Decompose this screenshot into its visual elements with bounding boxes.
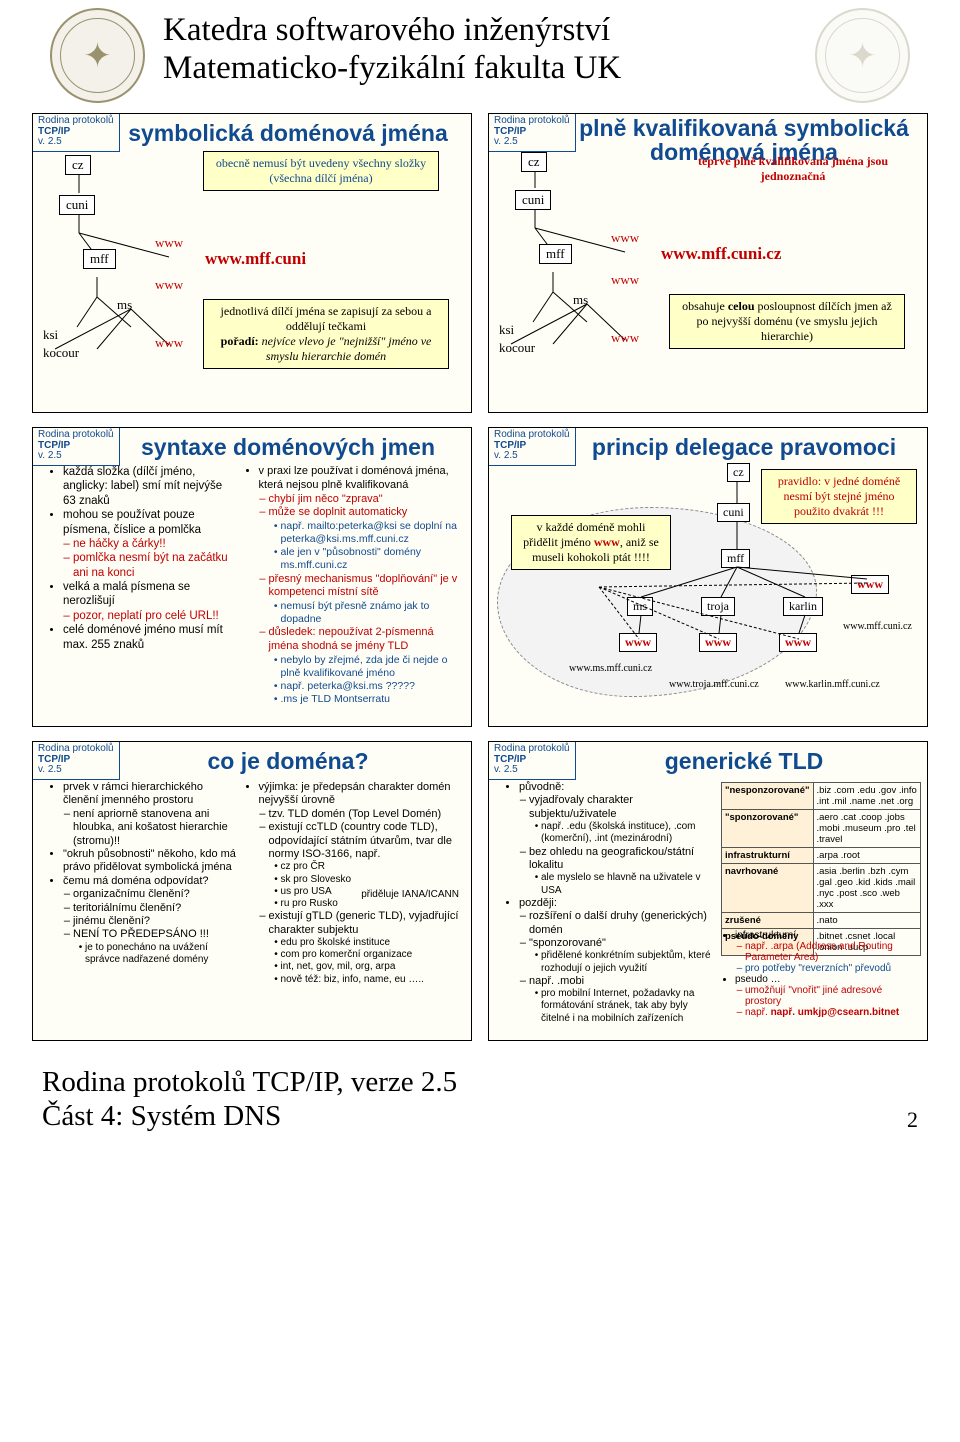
box-bot-s2: obsahuje celou posloupnost dílčích jmen … — [669, 294, 905, 349]
slide-body: prvek v rámci hierarchického členění jme… — [33, 777, 471, 988]
slide-row-2: Rodina protokolůTCP/IPv. 2.5 syntaxe dom… — [0, 423, 960, 737]
seal-left — [50, 8, 145, 103]
box-top-s2: teprve plně kvalifikovaná jména jsou jed… — [685, 150, 901, 188]
footer-title: Rodina protokolů TCP/IP, verze 2.5Část 4… — [42, 1065, 457, 1133]
department-title: Katedra softwarového inženýrství Matemat… — [145, 8, 815, 88]
slide-tag: Rodina protokolůTCP/IPv. 2.5 — [489, 428, 576, 466]
slide-body: pravidlo: v jedné doméně nesmí být stejn… — [489, 463, 927, 715]
node-cz: cz — [65, 155, 91, 175]
page-number: 2 — [907, 1107, 918, 1133]
node-www-1: www — [155, 235, 183, 251]
page-footer: Rodina protokolů TCP/IP, verze 2.5Část 4… — [0, 1051, 960, 1153]
slide-fqdn: Rodina protokolůTCP/IPv. 2.5 plně kvalif… — [488, 113, 928, 413]
slide-delegation: Rodina protokolůTCP/IPv. 2.5 princip del… — [488, 427, 928, 727]
fqdn-s1: www.mff.cuni — [205, 249, 306, 269]
node-ksi: ksi — [499, 322, 514, 338]
slide-what-is-domain: Rodina protokolůTCP/IPv. 2.5 co je domén… — [32, 741, 472, 1041]
slide-syntax: Rodina protokolůTCP/IPv. 2.5 syntaxe dom… — [32, 427, 472, 727]
deleg-lines — [489, 463, 927, 715]
node-www-3: www — [155, 335, 183, 351]
slide-body: cz cuni www mff www ms ksi www kocour ww… — [33, 149, 471, 399]
node-kocour: kocour — [43, 345, 79, 361]
slide-tag: Rodina protokolůTCP/IPv. 2.5 — [489, 742, 576, 780]
box-top-s1: obecně nemusí být uvedeny všechny složky… — [203, 151, 439, 191]
node-ksi: ksi — [43, 327, 58, 343]
slide-tag: Rodina protokolůTCP/IPv. 2.5 — [489, 114, 576, 152]
slide-body: cz cuni www mff www ms ksi www kocour ww… — [489, 166, 927, 413]
slide-symbolic-names: Rodina protokolůTCP/IPv. 2.5 symbolická … — [32, 113, 472, 413]
node-www-2: www — [611, 272, 639, 288]
node-mff: mff — [83, 249, 116, 269]
node-www-1: www — [611, 230, 639, 246]
slide-tag: Rodina protokolůTCP/IPv. 2.5 — [33, 742, 120, 780]
page-header: Katedra softwarového inženýrství Matemat… — [0, 0, 960, 109]
assign-note: přiděluje IANA/ICANN — [361, 889, 459, 901]
slide-row-3: Rodina protokolůTCP/IPv. 2.5 co je domén… — [0, 737, 960, 1051]
slide-generic-tld: Rodina protokolůTCP/IPv. 2.5 generické T… — [488, 741, 928, 1041]
tree-lines — [489, 166, 927, 413]
node-cuni: cuni — [59, 195, 95, 215]
dept-line1: Katedra softwarového inženýrství — [163, 12, 805, 50]
box-bot-s1: jednotlivá dílčí jména se zapisují za se… — [203, 299, 449, 369]
slide-row-1: Rodina protokolůTCP/IPv. 2.5 symbolická … — [0, 109, 960, 423]
node-cz: cz — [521, 152, 547, 172]
fqdn-s2: www.mff.cuni.cz — [661, 244, 781, 264]
node-www-2: www — [155, 277, 183, 293]
node-mff: mff — [539, 244, 572, 264]
node-cuni: cuni — [515, 190, 551, 210]
node-ms: ms — [573, 292, 588, 308]
slide-tag: Rodina protokolůTCP/IPv. 2.5 — [33, 114, 120, 152]
seal-right — [815, 8, 910, 103]
dept-line2: Matematicko-fyzikální fakulta UK — [163, 50, 805, 88]
slide-tag: Rodina protokolůTCP/IPv. 2.5 — [33, 428, 120, 466]
node-kocour: kocour — [499, 340, 535, 356]
node-www-3: www — [611, 330, 639, 346]
slide-body: každá složka (dílčí jméno, anglicky: lab… — [33, 463, 471, 708]
node-ms: ms — [117, 297, 132, 313]
